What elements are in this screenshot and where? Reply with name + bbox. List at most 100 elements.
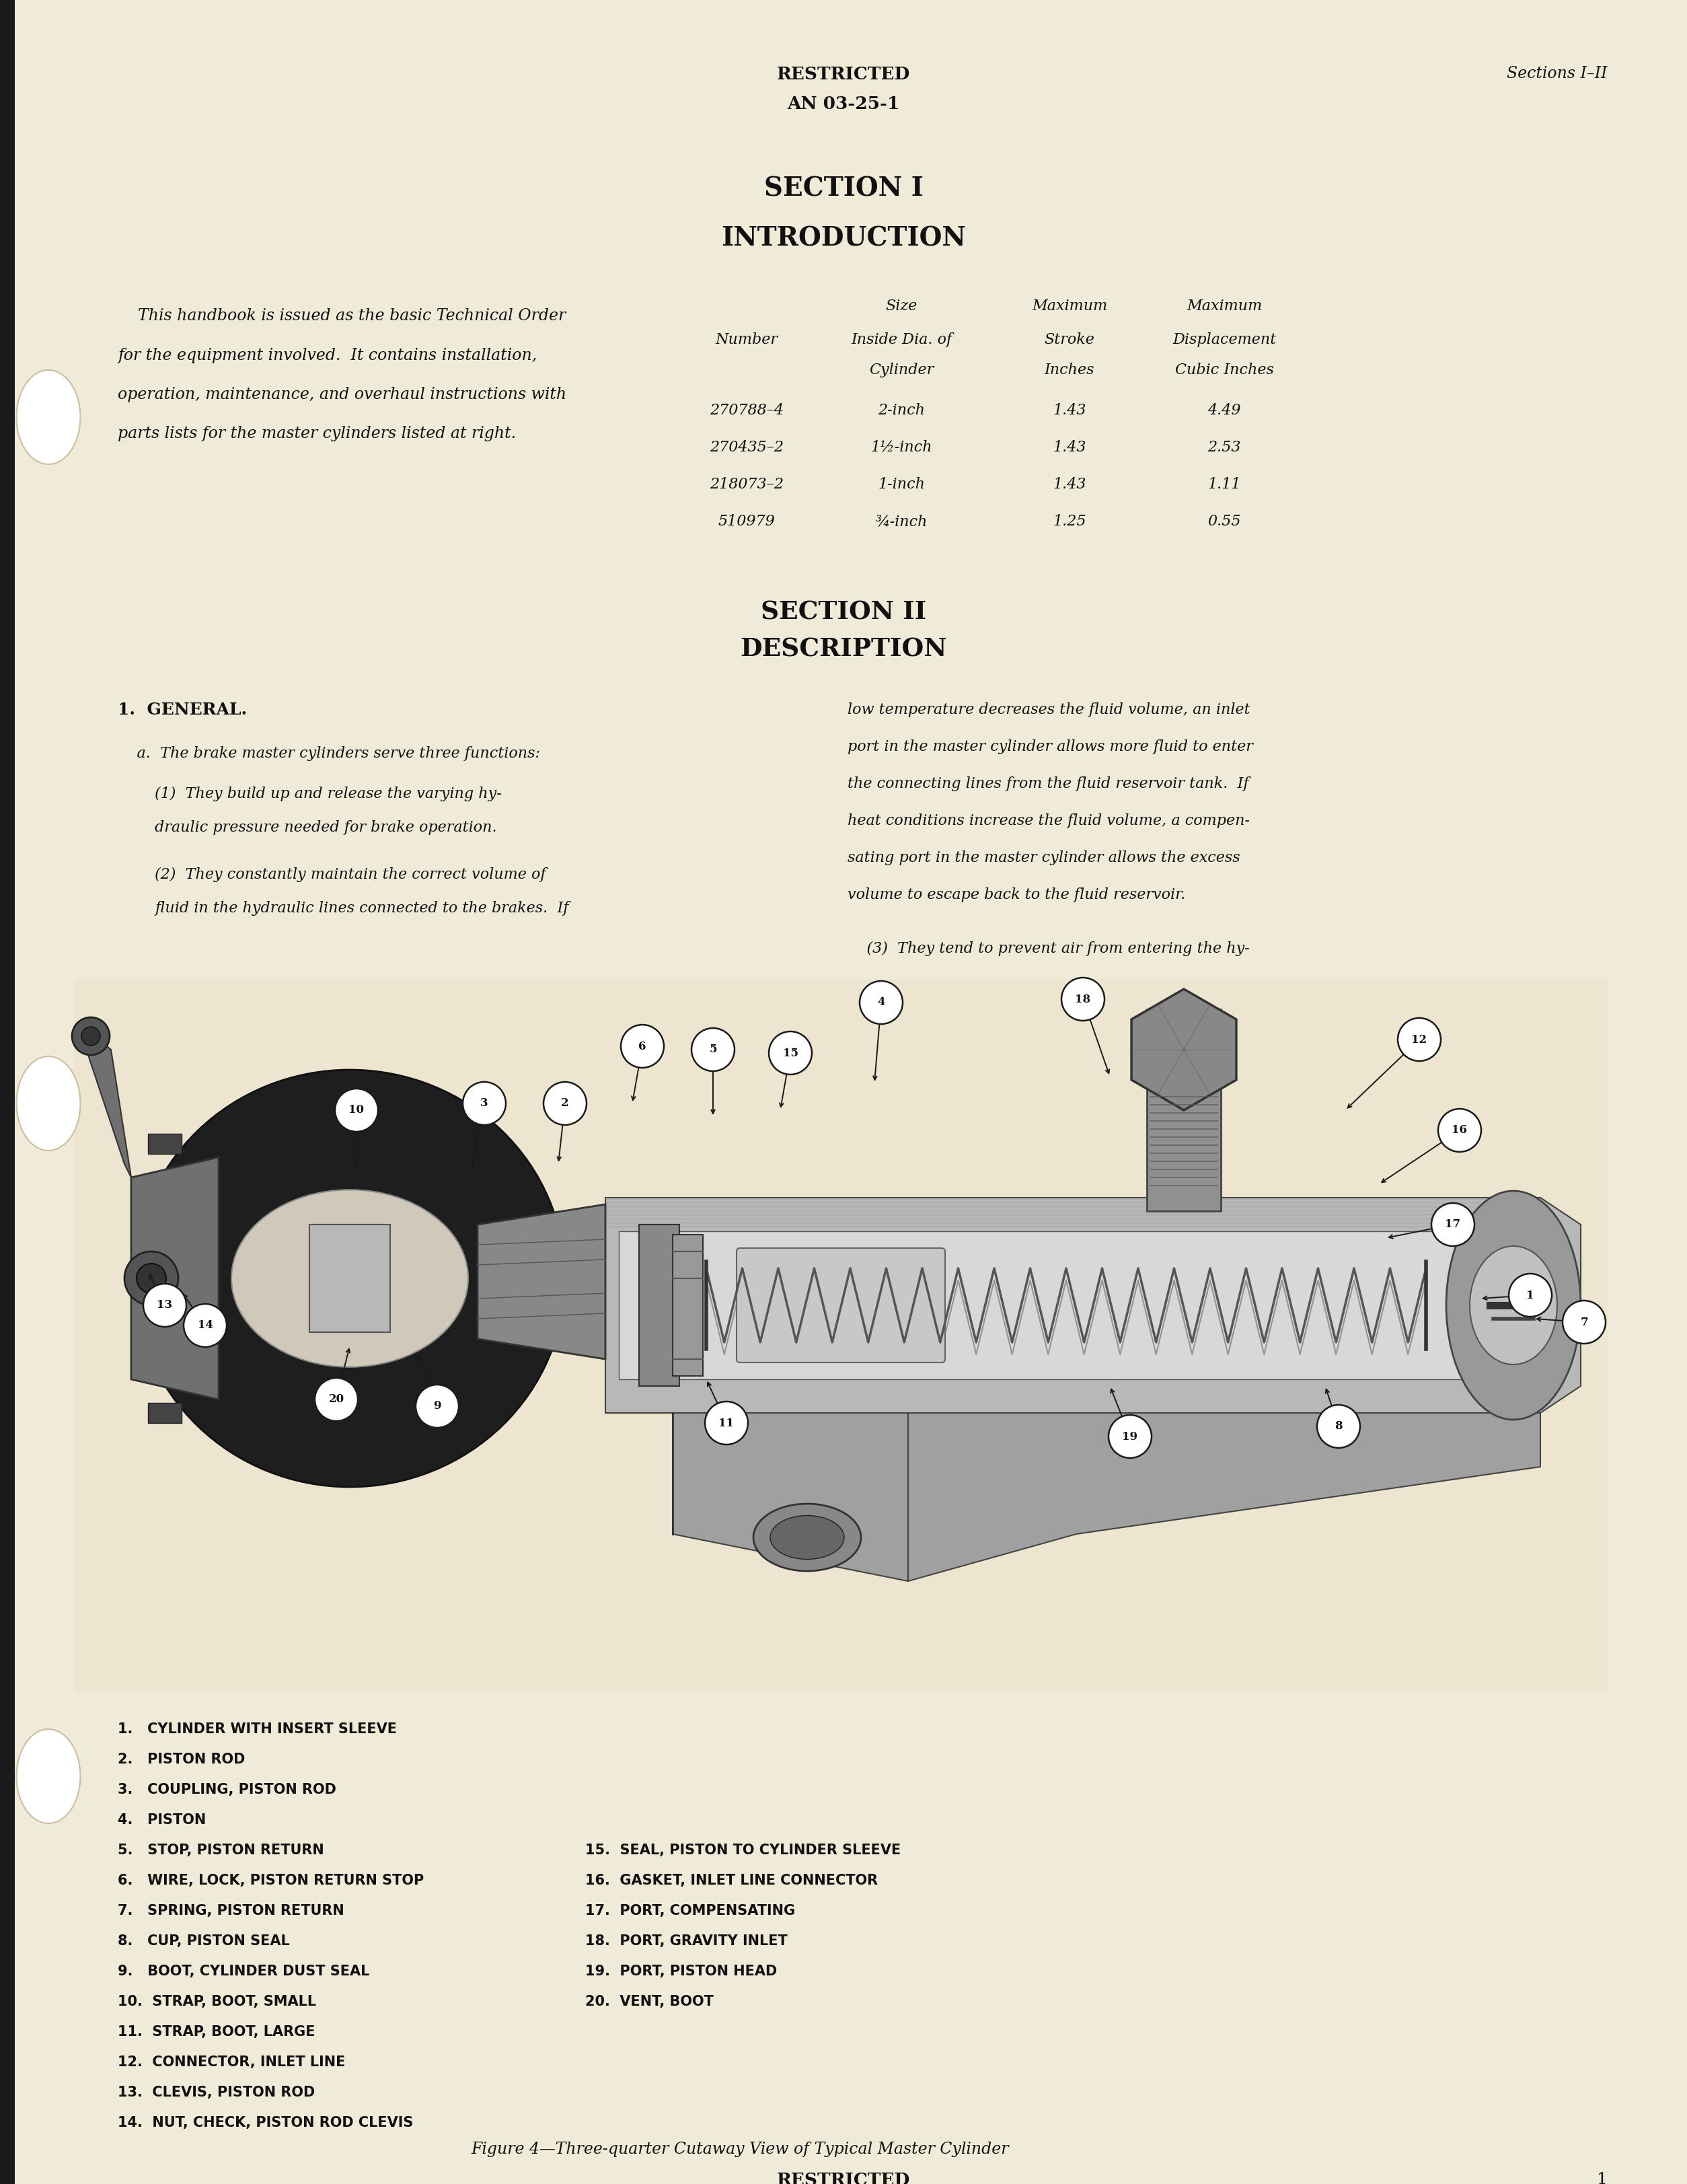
Text: 2-inch: 2-inch — [877, 404, 924, 417]
Text: 12.  CONNECTOR, INLET LINE: 12. CONNECTOR, INLET LINE — [118, 2055, 346, 2068]
Text: sating port in the master cylinder allows the excess: sating port in the master cylinder allow… — [847, 850, 1240, 865]
Text: 1.43: 1.43 — [1053, 476, 1086, 491]
Text: 7.   SPRING, PISTON RETURN: 7. SPRING, PISTON RETURN — [118, 1904, 344, 1918]
Text: 18.  PORT, GRAVITY INLET: 18. PORT, GRAVITY INLET — [585, 1935, 788, 1948]
Text: 1: 1 — [1527, 1289, 1533, 1302]
Circle shape — [769, 1031, 811, 1075]
Circle shape — [1431, 1203, 1474, 1247]
Text: 6.   WIRE, LOCK, PISTON RETURN STOP: 6. WIRE, LOCK, PISTON RETURN STOP — [118, 1874, 423, 1887]
Bar — [148, 1402, 182, 1424]
Text: 8.   CUP, PISTON SEAL: 8. CUP, PISTON SEAL — [118, 1935, 290, 1948]
Text: 2: 2 — [562, 1099, 569, 1109]
Bar — [0, 0, 15, 2184]
Polygon shape — [673, 1413, 1540, 1581]
Text: 2.53: 2.53 — [1208, 439, 1242, 454]
Circle shape — [1061, 978, 1105, 1020]
Text: 9.   BOOT, CYLINDER DUST SEAL: 9. BOOT, CYLINDER DUST SEAL — [118, 1966, 369, 1979]
Text: 19: 19 — [1122, 1431, 1137, 1441]
Ellipse shape — [17, 369, 81, 465]
Text: 3: 3 — [481, 1099, 488, 1109]
Text: 1: 1 — [1598, 2173, 1608, 2184]
Circle shape — [1508, 1273, 1552, 1317]
Text: 3.   COUPLING, PISTON ROD: 3. COUPLING, PISTON ROD — [118, 1782, 336, 1797]
Text: 4.   PISTON: 4. PISTON — [118, 1813, 206, 1826]
Bar — [673, 1234, 703, 1376]
Text: Cylinder: Cylinder — [869, 363, 933, 378]
Text: 16: 16 — [1453, 1125, 1468, 1136]
Bar — [74, 978, 1608, 1693]
Text: Number: Number — [715, 332, 778, 347]
Text: 1.25: 1.25 — [1053, 513, 1086, 529]
Polygon shape — [477, 1203, 606, 1358]
Text: Displacement: Displacement — [1172, 332, 1275, 347]
Text: 20: 20 — [329, 1393, 344, 1404]
Text: 1.43: 1.43 — [1053, 404, 1086, 417]
Circle shape — [462, 1081, 506, 1125]
Text: Stroke: Stroke — [1044, 332, 1095, 347]
Text: 18: 18 — [1075, 994, 1091, 1005]
Circle shape — [860, 981, 903, 1024]
Text: SECTION I: SECTION I — [764, 175, 923, 201]
Circle shape — [692, 1029, 734, 1070]
Text: operation, maintenance, and overhaul instructions with: operation, maintenance, and overhaul ins… — [118, 387, 567, 402]
Polygon shape — [132, 1158, 219, 1400]
Ellipse shape — [1446, 1190, 1581, 1420]
Text: RESTRICTED: RESTRICTED — [776, 2171, 911, 2184]
Ellipse shape — [1469, 1247, 1557, 1365]
Text: 4: 4 — [877, 996, 886, 1009]
Text: 9: 9 — [434, 1400, 440, 1411]
Bar — [1147, 1009, 1221, 1212]
Circle shape — [1437, 1109, 1481, 1151]
Text: 16.  GASKET, INLET LINE CONNECTOR: 16. GASKET, INLET LINE CONNECTOR — [585, 1874, 877, 1887]
Bar — [148, 1133, 182, 1153]
Circle shape — [143, 1284, 186, 1328]
Circle shape — [125, 1251, 179, 1306]
Text: (1)  They build up and release the varying hy-: (1) They build up and release the varyin… — [155, 786, 501, 802]
FancyBboxPatch shape — [737, 1247, 945, 1363]
Text: (3)  They tend to prevent air from entering the hy-: (3) They tend to prevent air from enteri… — [847, 941, 1250, 957]
Text: (2)  They constantly maintain the correct volume of: (2) They constantly maintain the correct… — [155, 867, 547, 882]
Circle shape — [336, 1088, 378, 1131]
Text: 14: 14 — [197, 1319, 213, 1332]
Text: low temperature decreases the fluid volume, an inlet: low temperature decreases the fluid volu… — [847, 703, 1250, 716]
Text: 11: 11 — [719, 1417, 734, 1428]
Text: 17.  PORT, COMPENSATING: 17. PORT, COMPENSATING — [585, 1904, 795, 1918]
Bar — [639, 1225, 680, 1387]
Text: ¾-inch: ¾-inch — [876, 513, 928, 529]
Text: Sections I–II: Sections I–II — [1506, 66, 1608, 81]
Text: 7: 7 — [1581, 1317, 1587, 1328]
Text: Maximum: Maximum — [1186, 299, 1262, 314]
Circle shape — [705, 1402, 747, 1444]
Text: 1.11: 1.11 — [1208, 476, 1242, 491]
Circle shape — [137, 1265, 165, 1293]
Text: DESCRIPTION: DESCRIPTION — [741, 638, 946, 662]
Text: 6: 6 — [638, 1040, 646, 1053]
Polygon shape — [606, 1197, 1581, 1413]
Text: 510979: 510979 — [719, 513, 774, 529]
Ellipse shape — [17, 1057, 81, 1151]
Text: RESTRICTED: RESTRICTED — [776, 66, 911, 83]
Text: volume to escape back to the fluid reservoir.: volume to escape back to the fluid reser… — [847, 887, 1186, 902]
Circle shape — [543, 1081, 587, 1125]
Bar — [155, 1267, 189, 1291]
Text: 10: 10 — [349, 1105, 364, 1116]
Text: 1.  GENERAL.: 1. GENERAL. — [118, 701, 246, 719]
Text: 13: 13 — [157, 1299, 172, 1310]
Ellipse shape — [771, 1516, 844, 1559]
Circle shape — [621, 1024, 665, 1068]
Circle shape — [415, 1385, 459, 1428]
Text: 270435–2: 270435–2 — [710, 439, 784, 454]
Circle shape — [315, 1378, 358, 1422]
Text: 14.  NUT, CHECK, PISTON ROD CLEVIS: 14. NUT, CHECK, PISTON ROD CLEVIS — [118, 2116, 413, 2129]
Text: 2.   PISTON ROD: 2. PISTON ROD — [118, 1754, 245, 1767]
Ellipse shape — [17, 1730, 81, 1824]
Bar — [619, 1232, 1527, 1380]
Text: Size: Size — [886, 299, 918, 314]
Text: SECTION II: SECTION II — [761, 601, 926, 625]
Text: parts lists for the master cylinders listed at right.: parts lists for the master cylinders lis… — [118, 426, 516, 441]
Text: 1-inch: 1-inch — [877, 476, 924, 491]
Circle shape — [1318, 1404, 1360, 1448]
Text: draulic pressure needed for brake operation.: draulic pressure needed for brake operat… — [155, 821, 498, 834]
Text: 15: 15 — [783, 1048, 798, 1059]
Text: the connecting lines from the fluid reservoir tank.  If: the connecting lines from the fluid rese… — [847, 778, 1248, 791]
